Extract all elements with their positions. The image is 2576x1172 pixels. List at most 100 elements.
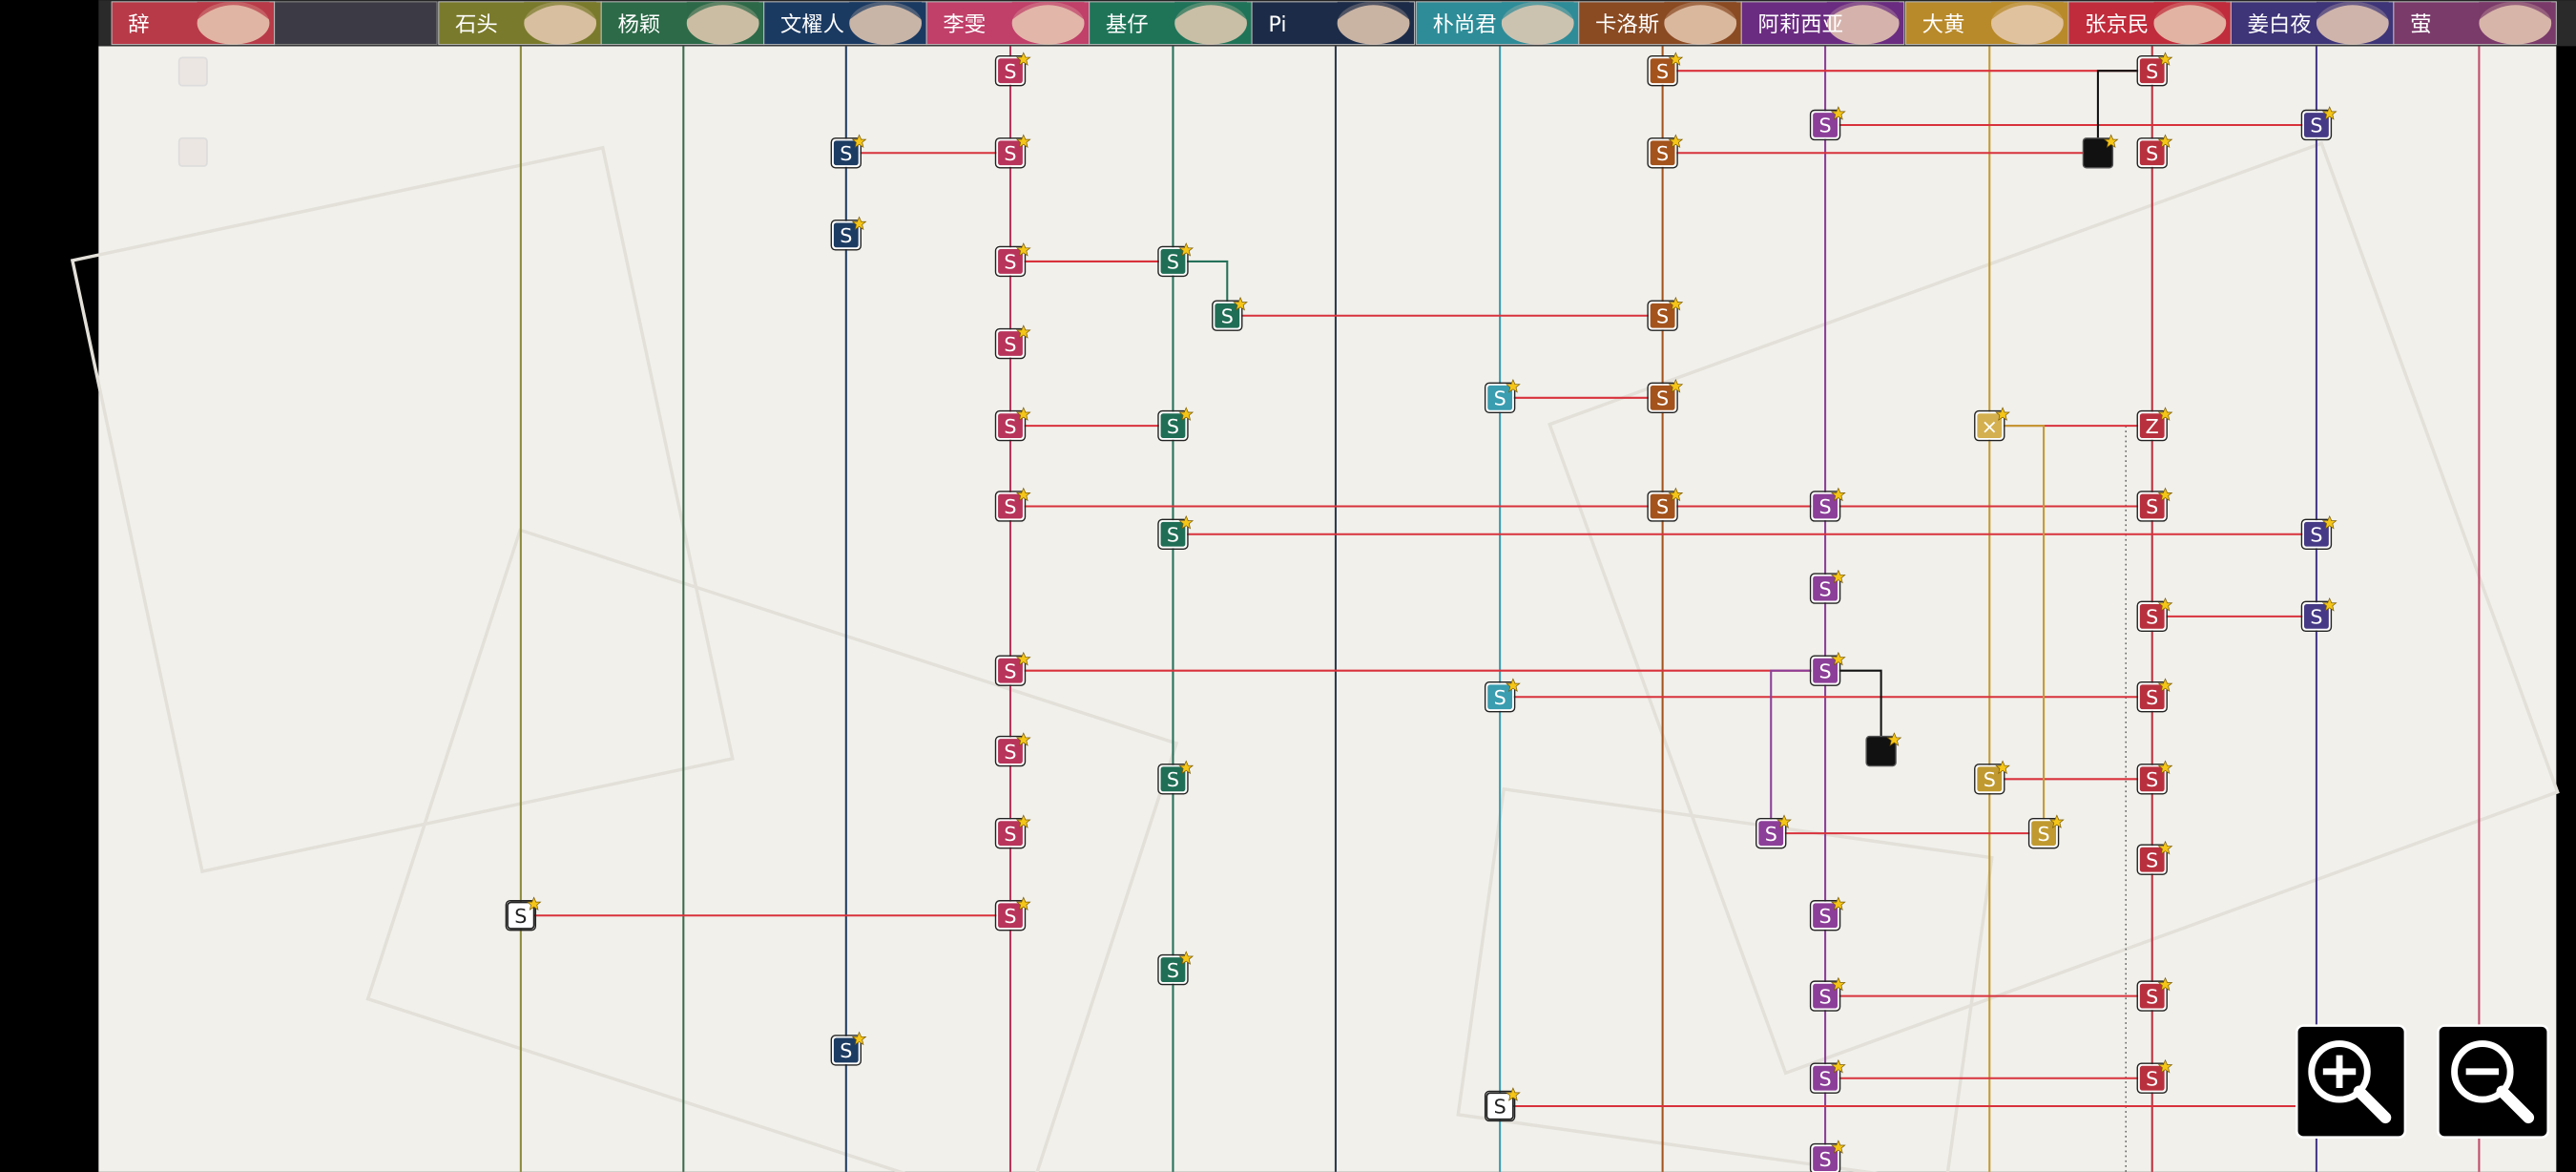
story-node[interactable]: S <box>1647 296 1684 331</box>
story-node[interactable]: S <box>994 407 1031 442</box>
story-node[interactable]: × <box>1974 407 2010 442</box>
story-node[interactable]: S <box>1974 760 2010 795</box>
node-box <box>2138 602 2167 631</box>
story-node[interactable]: S <box>2136 840 2173 875</box>
story-node[interactable]: S <box>1809 1058 1846 1094</box>
node-outline <box>994 327 1027 360</box>
story-node[interactable]: S <box>1809 651 1846 686</box>
story-node[interactable]: S <box>2136 678 2173 713</box>
story-node[interactable]: S <box>994 52 1031 87</box>
node-label: S <box>1656 495 1669 518</box>
star <box>1015 52 1031 66</box>
story-node[interactable]: S <box>994 324 1031 360</box>
star <box>1830 1058 1846 1074</box>
node-label: S <box>2310 115 2322 137</box>
node-box <box>996 492 1025 521</box>
tab-label: 辞 <box>128 12 149 37</box>
node-outline <box>994 409 1027 442</box>
story-node[interactable]: S <box>1157 407 1195 442</box>
node-outline <box>2136 1062 2168 1094</box>
star <box>1668 52 1684 66</box>
node-outline <box>1157 245 1189 278</box>
node-outline <box>1809 980 1841 1012</box>
story-node[interactable]: S <box>994 814 1031 849</box>
star <box>2321 514 2337 530</box>
story-node[interactable]: S <box>1809 106 1846 141</box>
node-outline <box>1809 109 1841 141</box>
story-node[interactable]: S <box>994 242 1031 278</box>
node-box <box>1158 955 1188 984</box>
node-outline <box>1809 655 1841 686</box>
locked-node[interactable] <box>1865 732 1902 767</box>
story-node[interactable]: S <box>2300 514 2337 550</box>
story-node[interactable]: Z <box>2136 407 2173 442</box>
story-node[interactable]: S <box>505 896 542 931</box>
star <box>1015 242 1031 257</box>
node-box <box>507 901 535 930</box>
story-node[interactable]: S <box>1157 242 1195 278</box>
star <box>2049 814 2065 828</box>
zoom-out-button[interactable] <box>2437 1024 2550 1140</box>
zoom-in-button[interactable] <box>2295 1024 2407 1140</box>
tab-label: 张京民 <box>2085 12 2149 37</box>
story-node[interactable]: S <box>1484 678 1521 713</box>
star <box>1015 134 1031 149</box>
story-node[interactable]: S <box>2136 52 2173 87</box>
node-box <box>1485 1092 1514 1120</box>
story-node[interactable]: S <box>1157 760 1195 795</box>
node-outline <box>2136 54 2168 87</box>
story-node[interactable]: S <box>1484 1087 1521 1122</box>
tab-label: 大黄 <box>1922 12 1965 37</box>
story-node[interactable]: S <box>2136 976 2173 1012</box>
story-node[interactable]: S <box>2136 487 2173 522</box>
story-node[interactable]: S <box>830 134 867 169</box>
story-node[interactable]: S <box>830 1031 867 1066</box>
story-node[interactable]: S <box>830 216 867 251</box>
story-node[interactable]: S <box>1647 52 1684 87</box>
story-node[interactable]: S <box>1647 134 1684 169</box>
story-node[interactable]: S <box>994 487 1031 522</box>
node-outline <box>2027 817 2060 849</box>
story-node[interactable]: S <box>994 134 1031 169</box>
node-outline <box>830 220 862 251</box>
star <box>1830 487 1846 502</box>
node-outline <box>994 900 1027 931</box>
node-label: S <box>2146 985 2158 1008</box>
story-node[interactable]: S <box>2136 1058 2173 1094</box>
star <box>1178 760 1195 775</box>
story-node[interactable]: S <box>994 896 1031 931</box>
story-node[interactable]: S <box>1809 976 1846 1012</box>
tab-empty <box>274 1 438 46</box>
star <box>1668 134 1684 149</box>
story-node[interactable]: S <box>994 651 1031 686</box>
story-node[interactable]: S <box>1809 896 1846 931</box>
story-node[interactable]: S <box>1755 814 1792 849</box>
node-box <box>1811 111 1839 139</box>
story-node[interactable]: S <box>1809 569 1846 604</box>
story-node[interactable]: S <box>1647 487 1684 522</box>
story-node[interactable]: S <box>1157 514 1195 550</box>
tab-label: 李雯 <box>943 12 986 37</box>
story-node[interactable]: S <box>1809 1140 1846 1172</box>
story-node[interactable]: S <box>1809 487 1846 522</box>
story-node[interactable]: S <box>1647 379 1684 414</box>
portrait <box>1011 1 1085 45</box>
story-node[interactable]: S <box>1212 296 1248 331</box>
node-label: S <box>1656 60 1669 83</box>
story-node[interactable]: S <box>2136 597 2173 633</box>
story-node[interactable]: S <box>2136 134 2173 169</box>
story-node[interactable]: S <box>2300 597 2337 633</box>
node-box <box>1811 657 1839 685</box>
locked-node[interactable] <box>2082 134 2119 169</box>
node-label: S <box>1167 415 1179 438</box>
node-box <box>2138 411 2167 440</box>
story-node[interactable]: S <box>2300 106 2337 141</box>
node-label: S <box>1004 823 1016 846</box>
story-node[interactable]: S <box>2136 760 2173 795</box>
node-label: S <box>1004 905 1016 928</box>
story-node[interactable]: S <box>1484 379 1521 414</box>
story-node[interactable]: S <box>2027 814 2065 849</box>
node-box <box>1213 302 1241 330</box>
story-node[interactable]: S <box>994 732 1031 767</box>
story-node[interactable]: S <box>1157 951 1195 986</box>
